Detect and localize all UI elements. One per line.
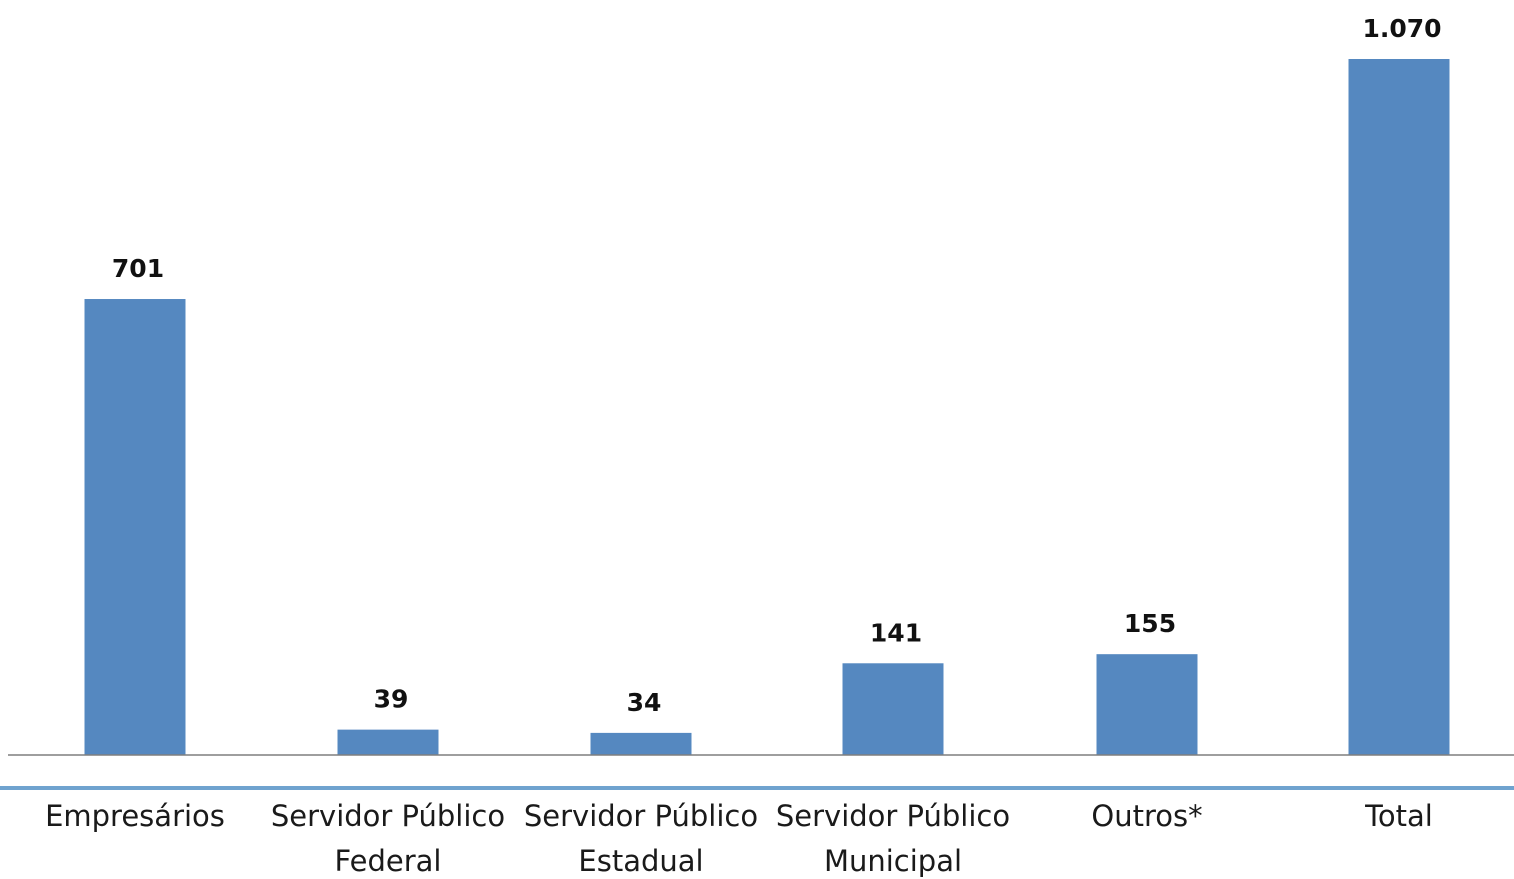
bars-group [84, 59, 1450, 755]
value-label-2: 34 [627, 688, 662, 717]
category-label-2-line-1: Estadual [578, 844, 703, 878]
category-label-1-line-1: Federal [335, 844, 442, 878]
bar-4 [1096, 654, 1198, 755]
bar-0 [84, 299, 186, 755]
bottom-separator [0, 786, 1514, 790]
bar-1 [337, 729, 439, 755]
value-label-3: 141 [870, 618, 922, 647]
value-label-5: 1.070 [1362, 14, 1441, 43]
category-label-2-line-0: Servidor Público [524, 799, 758, 833]
bar-3 [842, 663, 944, 755]
value-label-1: 39 [374, 685, 409, 714]
category-label-5-line-0: Total [1364, 799, 1433, 833]
value-label-4: 155 [1124, 609, 1176, 638]
value-labels-group: 701 39 34 141 155 1.070 [112, 14, 1442, 717]
category-label-1-line-0: Servidor Público [271, 799, 505, 833]
category-labels-group: Empresários Servidor Público Federal Servid… [45, 799, 1433, 878]
category-label-3-line-1: Municipal [824, 844, 962, 878]
bar-2 [590, 732, 692, 755]
value-label-0: 701 [112, 254, 164, 283]
bar-5 [1348, 59, 1450, 755]
category-label-3-line-0: Servidor Público [776, 799, 1010, 833]
category-label-0-line-0: Empresários [45, 799, 225, 833]
category-label-4-line-0: Outros* [1091, 799, 1202, 833]
